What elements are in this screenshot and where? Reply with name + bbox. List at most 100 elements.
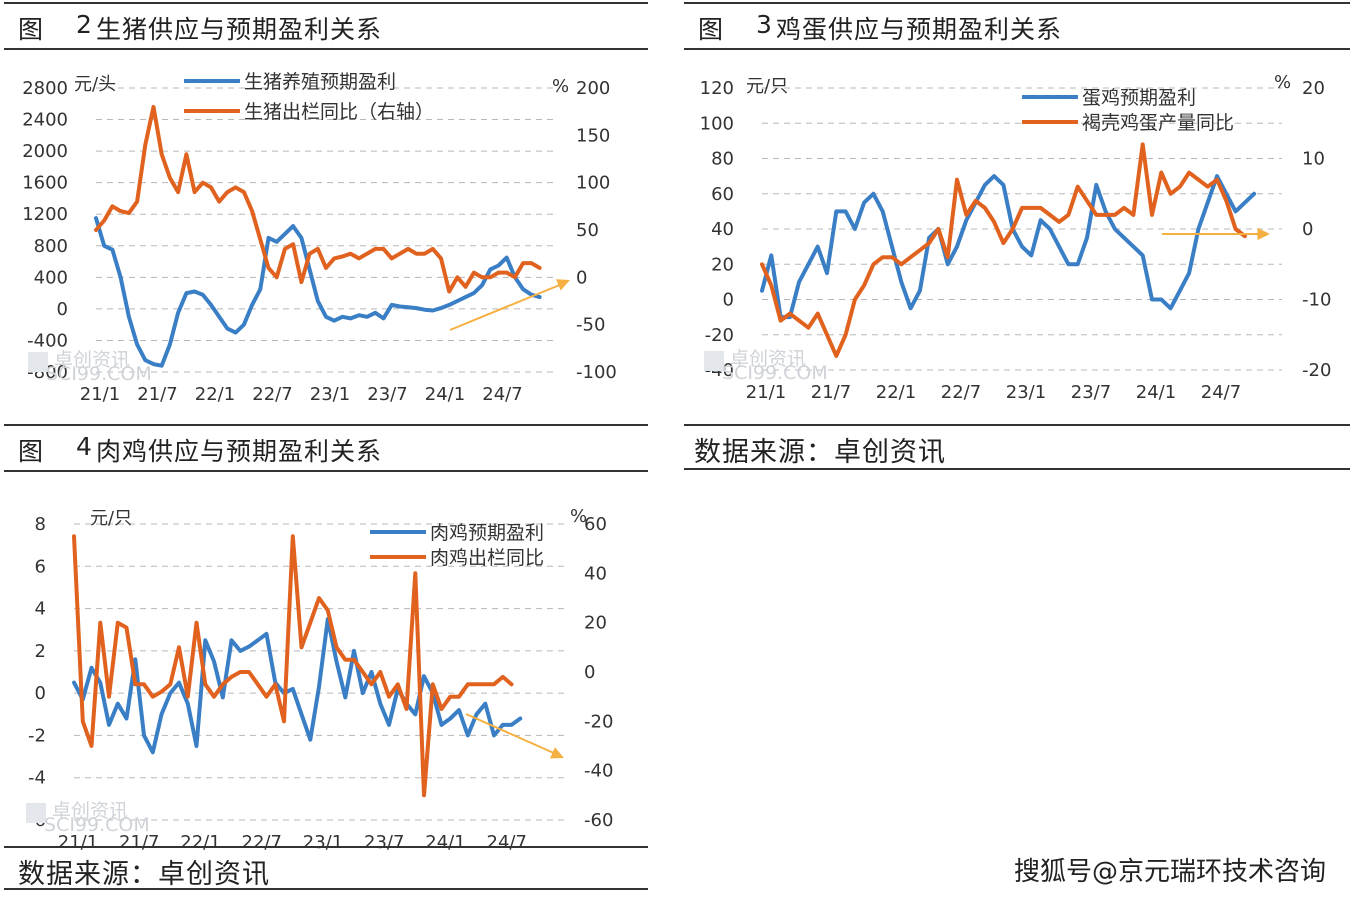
y-left-tick-label: 2800 bbox=[22, 78, 68, 99]
y-left-tick-label: -400 bbox=[27, 330, 68, 351]
y-left-tick-label: 0 bbox=[57, 299, 68, 320]
trend-arrow-head bbox=[550, 747, 564, 759]
legend-label: 蛋鸡预期盈利 bbox=[1082, 87, 1196, 109]
x-tick-label: 24/7 bbox=[487, 832, 527, 852]
y-right-tick-label: 10 bbox=[1302, 149, 1325, 170]
y-right-unit: % bbox=[552, 76, 569, 97]
x-tick-label: 21/7 bbox=[811, 382, 851, 403]
x-tick-label: 21/7 bbox=[137, 384, 177, 405]
source-rule-top bbox=[4, 846, 648, 848]
series-line-blue bbox=[94, 216, 542, 368]
y-right-tick-label: 40 bbox=[584, 563, 607, 584]
y-left-tick-label: 2 bbox=[35, 641, 46, 662]
legend-label: 肉鸡出栏同比 bbox=[430, 547, 544, 569]
egg-chart: 120100806040200-20-4020100-10-20元/只%21/1… bbox=[700, 72, 1332, 403]
series-line-orange bbox=[72, 534, 514, 798]
watermark-subtext: SCI99.COM bbox=[46, 363, 152, 385]
watermark-logo bbox=[704, 351, 724, 371]
chart-panel-egg: 图 3 鸡蛋供应与预期盈利关系 120100806040200-20-40201… bbox=[684, 0, 1350, 420]
figure-label: 图 bbox=[18, 15, 46, 44]
y-left-tick-label: 2400 bbox=[22, 110, 68, 131]
series-line-blue bbox=[72, 617, 523, 755]
y-right-tick-label: -50 bbox=[576, 315, 605, 336]
y-left-tick-label: 1200 bbox=[22, 204, 68, 225]
chart-title-bar: 图 4 肉鸡供应与预期盈利关系 bbox=[4, 424, 648, 472]
y-left-tick-label: 80 bbox=[711, 149, 734, 170]
y-right-tick-label: 0 bbox=[576, 267, 587, 288]
x-tick-label: 24/7 bbox=[482, 384, 522, 405]
y-left-tick-label: 1600 bbox=[22, 173, 68, 194]
series-line-orange bbox=[94, 104, 542, 294]
y-left-tick-label: 0 bbox=[35, 683, 46, 704]
data-source-egg: 数据来源：卓创资讯 bbox=[694, 437, 946, 468]
chart-title-bar: 图 3 鸡蛋供应与预期盈利关系 bbox=[684, 2, 1350, 50]
y-right-tick-label: 50 bbox=[576, 220, 599, 241]
figure-label: 图 bbox=[18, 437, 46, 466]
legend-label: 生猪出栏同比（右轴） bbox=[244, 101, 434, 123]
trend-arrow-head bbox=[556, 279, 570, 291]
watermark-text: 卓创资讯 bbox=[52, 800, 128, 822]
legend-label: 褐壳鸡蛋产量同比 bbox=[1082, 112, 1234, 134]
figure-number: 4 bbox=[76, 432, 92, 461]
chart-title: 肉鸡供应与预期盈利关系 bbox=[96, 437, 383, 466]
x-tick-label: 23/7 bbox=[364, 832, 404, 852]
x-tick-label: 23/1 bbox=[1006, 382, 1046, 403]
chart-panel-hog: 图 2 生猪供应与预期盈利关系 2800 2400 2000 1600 1200 800 4… bbox=[4, 0, 648, 420]
y-right-tick-label: -20 bbox=[584, 711, 613, 732]
y-right-tick-label: -20 bbox=[1302, 360, 1331, 381]
series-line-blue bbox=[760, 174, 1257, 320]
y-right-tick-label: 0 bbox=[1302, 219, 1313, 240]
y-left-tick-label: 60 bbox=[711, 184, 734, 205]
chart-title: 生猪供应与预期盈利关系 bbox=[96, 15, 383, 44]
y-left-tick-label: 100 bbox=[700, 113, 734, 134]
y-left-tick-label: 400 bbox=[34, 267, 68, 288]
y-left-tick-label: 4 bbox=[35, 599, 46, 620]
publisher-credit: 搜狐号@京元瑞环技术咨询 bbox=[1013, 857, 1326, 887]
watermark-subtext: SCI99.COM bbox=[44, 814, 150, 836]
y-left-unit: 元/只 bbox=[90, 508, 132, 529]
x-tick-label: 24/1 bbox=[425, 832, 465, 852]
trend-arrow-head bbox=[1257, 227, 1270, 241]
y-right-tick-label: -100 bbox=[576, 362, 617, 383]
x-tick-label: 22/7 bbox=[242, 832, 282, 852]
y-right-unit: % bbox=[1274, 72, 1291, 93]
watermark-logo bbox=[28, 352, 48, 372]
x-tick-label: 23/1 bbox=[310, 384, 350, 405]
y-left-tick-label: 8 bbox=[35, 514, 46, 535]
y-left-unit: 元/只 bbox=[746, 76, 788, 97]
y-left-tick-label: 0 bbox=[723, 290, 734, 311]
legend-label: 生猪养殖预期盈利 bbox=[244, 71, 396, 93]
y-left-tick-label: -4 bbox=[28, 768, 46, 789]
y-right-tick-label: 200 bbox=[576, 78, 610, 99]
x-tick-label: 24/7 bbox=[1201, 382, 1241, 403]
source-rule-bottom bbox=[684, 468, 1350, 470]
x-tick-label: 22/1 bbox=[180, 832, 220, 852]
x-tick-label: 22/1 bbox=[876, 382, 916, 403]
x-tick-label: 22/7 bbox=[252, 384, 292, 405]
figure-number: 2 bbox=[76, 10, 92, 39]
y-left-tick-label: -2 bbox=[28, 725, 46, 746]
y-right-tick-label: -40 bbox=[584, 761, 613, 782]
chart-title: 鸡蛋供应与预期盈利关系 bbox=[776, 15, 1063, 44]
x-tick-label: 21/1 bbox=[80, 384, 120, 405]
source-rule-top bbox=[684, 424, 1350, 426]
y-right-tick-label: 20 bbox=[1302, 78, 1325, 99]
x-tick-label: 24/1 bbox=[425, 384, 465, 405]
source-rule-bottom bbox=[4, 888, 648, 890]
x-tick-label: 24/1 bbox=[1136, 382, 1176, 403]
y-left-tick-label: 6 bbox=[35, 556, 46, 577]
chart-panel-broiler: 图 4 肉鸡供应与预期盈利关系 86420-2-4-66040200-20-40… bbox=[4, 422, 648, 852]
y-right-tick-label: 150 bbox=[576, 125, 610, 146]
series-line-orange bbox=[760, 142, 1247, 358]
x-tick-label: 22/7 bbox=[941, 382, 981, 403]
y-left-unit: 元/头 bbox=[74, 74, 116, 95]
y-left-tick-label: 40 bbox=[711, 219, 734, 240]
watermark-text: 卓创资讯 bbox=[54, 349, 130, 371]
watermark-text: 卓创资讯 bbox=[730, 348, 806, 370]
x-tick-label: 23/7 bbox=[367, 384, 407, 405]
y-left-tick-label: 800 bbox=[34, 236, 68, 257]
trend-arrow bbox=[465, 713, 557, 755]
